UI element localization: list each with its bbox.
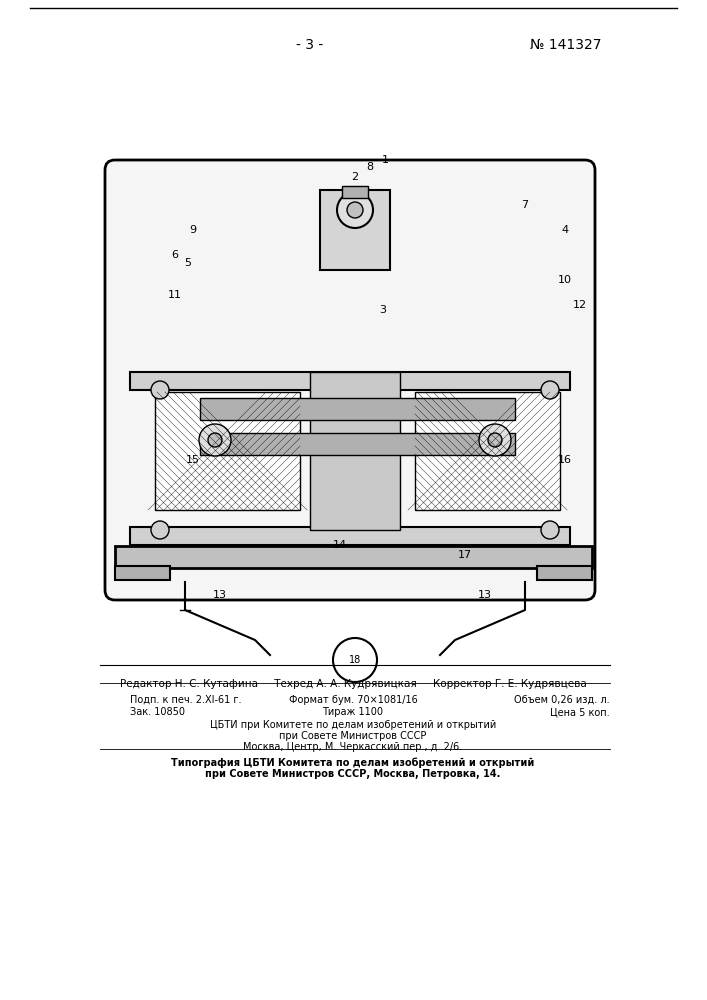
Bar — [155, 392, 300, 510]
Text: Москва, Центр, М. Черкасский пер., д. 2/6.: Москва, Центр, М. Черкасский пер., д. 2/… — [243, 742, 462, 752]
Text: 15: 15 — [186, 455, 200, 465]
Circle shape — [347, 202, 363, 218]
Text: 10: 10 — [558, 275, 572, 285]
Circle shape — [151, 521, 169, 539]
Bar — [320, 190, 390, 270]
Bar — [130, 372, 570, 390]
Bar — [200, 433, 515, 455]
Bar — [200, 398, 515, 420]
Text: 7: 7 — [522, 200, 529, 210]
Text: 14: 14 — [333, 540, 347, 550]
Text: Зак. 10850: Зак. 10850 — [130, 707, 185, 717]
Text: 17: 17 — [458, 550, 472, 560]
Text: 4: 4 — [561, 225, 568, 235]
Circle shape — [479, 424, 511, 456]
Text: 13: 13 — [478, 590, 492, 600]
Bar — [310, 372, 400, 530]
Text: при Совете Министров СССР: при Совете Министров СССР — [279, 731, 427, 741]
Bar — [537, 566, 592, 580]
Text: Тираж 1100: Тираж 1100 — [322, 707, 383, 717]
Bar — [415, 392, 560, 510]
Text: 6: 6 — [172, 250, 178, 260]
Circle shape — [208, 433, 222, 447]
Text: 13: 13 — [213, 590, 227, 600]
Text: 12: 12 — [573, 300, 587, 310]
FancyBboxPatch shape — [105, 160, 595, 600]
Text: 9: 9 — [189, 225, 197, 235]
Bar — [115, 546, 592, 568]
Circle shape — [151, 381, 169, 399]
Text: 16: 16 — [558, 455, 572, 465]
Text: Подп. к печ. 2.XI-61 г.: Подп. к печ. 2.XI-61 г. — [130, 695, 242, 705]
Bar — [130, 527, 570, 545]
Text: при Совете Министров СССР, Москва, Петровка, 14.: при Совете Министров СССР, Москва, Петро… — [205, 769, 501, 779]
Text: 2: 2 — [351, 172, 358, 182]
Circle shape — [333, 638, 377, 682]
Text: Формат бум. 70×1081/16: Формат бум. 70×1081/16 — [288, 695, 417, 705]
Bar — [342, 186, 368, 198]
Text: 3: 3 — [380, 305, 387, 315]
Text: 1: 1 — [382, 155, 389, 165]
Circle shape — [541, 521, 559, 539]
Circle shape — [541, 381, 559, 399]
Text: Цена 5 коп.: Цена 5 коп. — [550, 707, 610, 717]
Bar — [115, 566, 170, 580]
Text: Типография ЦБТИ Комитета по делам изобретений и открытий: Типография ЦБТИ Комитета по делам изобре… — [171, 758, 534, 768]
Text: 5: 5 — [185, 258, 192, 268]
Text: Редактор Н. С. Кутафина     Техред А. А. Кудрявицкая     Корректор Г. Е. Кудрявц: Редактор Н. С. Кутафина Техред А. А. Куд… — [119, 679, 586, 689]
Text: 11: 11 — [168, 290, 182, 300]
Text: ЦБТИ при Комитете по делам изобретений и открытий: ЦБТИ при Комитете по делам изобретений и… — [210, 720, 496, 730]
Text: Объем 0,26 изд. л.: Объем 0,26 изд. л. — [515, 695, 610, 705]
Text: № 141327: № 141327 — [530, 38, 602, 52]
Text: 18: 18 — [349, 655, 361, 665]
Circle shape — [199, 424, 231, 456]
Circle shape — [337, 192, 373, 228]
Text: 8: 8 — [366, 162, 373, 172]
Circle shape — [488, 433, 502, 447]
Text: - 3 -: - 3 - — [296, 38, 324, 52]
